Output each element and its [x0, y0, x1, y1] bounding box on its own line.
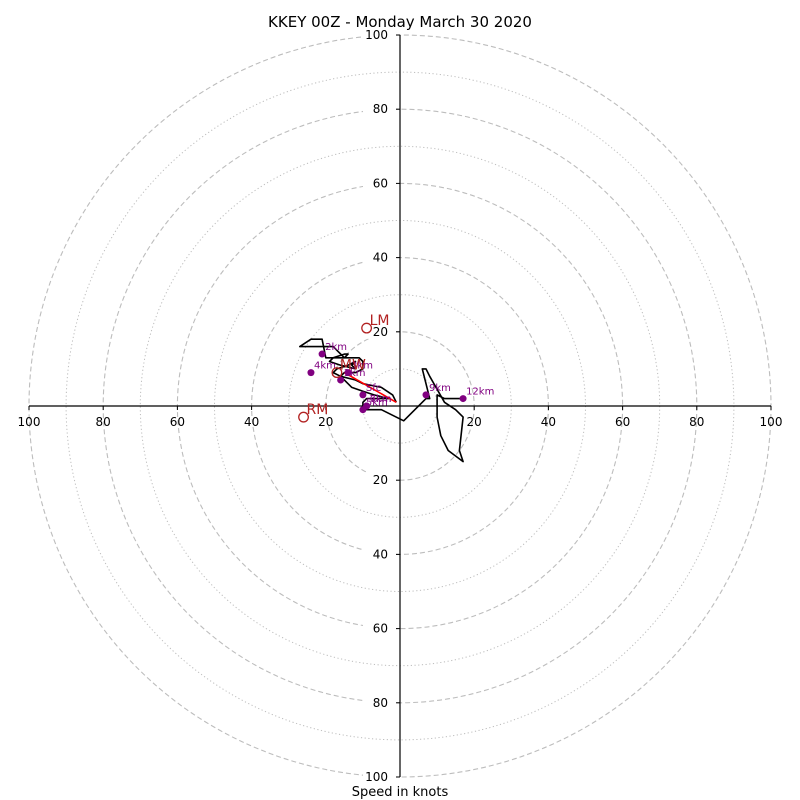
y-tick-backdrop — [363, 101, 396, 117]
y-tick-backdrop — [363, 175, 396, 191]
storm-motion-label: LM — [370, 313, 390, 329]
y-tick-backdrop — [363, 694, 396, 710]
height-point-marker — [307, 369, 315, 377]
height-point-label: 5km — [366, 398, 388, 409]
height-point-label: 6km — [370, 394, 392, 405]
y-tick-backdrop — [363, 769, 396, 784]
y-tick-backdrop — [363, 27, 396, 42]
height-point-label: 4km — [314, 361, 336, 372]
storm-motion-marker — [331, 367, 343, 379]
x-tick-label: 20 — [318, 415, 333, 429]
x-tick-label: 80 — [689, 415, 704, 429]
y-tick-backdrop — [363, 249, 396, 265]
height-point-marker — [318, 350, 326, 358]
x-tick-label: 40 — [541, 415, 556, 429]
height-point-label: 3km — [351, 361, 373, 372]
y-tick-backdrop — [363, 472, 396, 488]
height-point-marker — [422, 391, 430, 399]
shear-vector — [343, 371, 397, 403]
x-tick-label: 100 — [760, 415, 783, 429]
y-tick-label: 100 — [365, 28, 388, 42]
x-tick-label: 20 — [467, 415, 482, 429]
y-tick-backdrop — [363, 620, 396, 636]
storm-motion-label: RM — [307, 402, 329, 418]
height-point-label: 12km — [466, 387, 494, 398]
x-axis-label: Speed in knots — [352, 785, 449, 800]
x-tick-label: 100 — [18, 415, 41, 429]
height-point-marker — [344, 369, 352, 377]
x-tick-label: 60 — [615, 415, 630, 429]
storm-motion-markers: LM RM MW — [298, 313, 390, 423]
y-tick-label: 20 — [373, 325, 388, 339]
y-tick-label: 40 — [373, 547, 388, 561]
x-tick-label: 60 — [170, 415, 185, 429]
storm-motion-marker — [361, 322, 373, 334]
storm-motion-marker — [298, 411, 309, 423]
y-tick-label: 40 — [373, 251, 388, 265]
chart-axes — [29, 35, 771, 777]
height-point-marker — [363, 402, 371, 410]
storm-motion-label: MW — [340, 358, 366, 374]
height-point-label: 2km — [325, 342, 347, 353]
x-tick-label: 40 — [244, 415, 259, 429]
height-point-label: 7km — [370, 394, 392, 405]
height-point-marker — [337, 376, 345, 384]
y-tick-label: 100 — [365, 770, 388, 784]
y-tick-backdrop — [363, 546, 396, 562]
chart-title: KKEY 00Z - Monday March 30 2020 — [268, 13, 532, 31]
y-tick-label: 20 — [373, 473, 388, 487]
y-tick-label: 60 — [373, 176, 388, 190]
y-tick-label: 60 — [373, 622, 388, 636]
tick-labels: 100 80 60 40 20 20 40 60 80 100 100 80 60 40 20 20 40 60 8… — [18, 27, 783, 784]
y-tick-label: 80 — [373, 102, 388, 116]
x-tick-label: 80 — [96, 415, 111, 429]
height-point-label: 1km — [344, 368, 366, 379]
height-point-label: Sfc — [366, 383, 381, 394]
height-point-marker — [459, 395, 467, 403]
height-point-label: 9km — [429, 383, 451, 394]
height-point-marker — [359, 391, 367, 399]
y-tick-label: 80 — [373, 696, 388, 710]
